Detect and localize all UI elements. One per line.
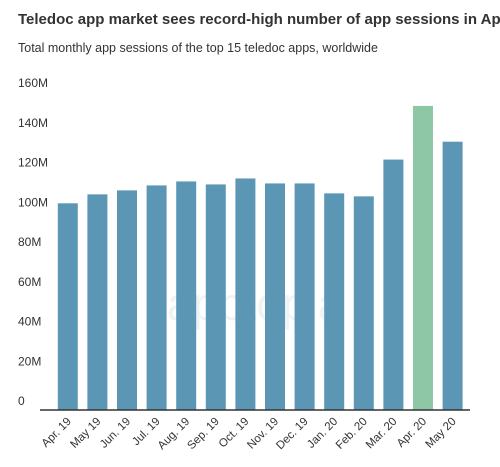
bar [265,183,285,410]
x-tick-label: Feb. 20 [334,416,370,452]
bar [205,184,226,410]
bar [294,183,315,410]
x-tick-label: May 20 [424,416,459,451]
bar [442,141,463,410]
y-tick-label: 140M [18,116,48,130]
bar [57,203,78,410]
x-tick-label: Dec. 19 [274,416,311,453]
y-tick-label: 80M [18,235,41,249]
y-tick-label: 60M [18,275,41,289]
y-tick-label: 120M [18,156,48,170]
y-tick-label: 100M [18,195,48,209]
bar [117,190,137,410]
x-tick-label: Sep. 19 [185,416,222,453]
x-tick-label: May 19 [68,416,103,451]
bar [413,105,433,410]
x-tick-label: Aug. 19 [156,416,193,453]
x-tick-label: Jun. 19 [98,416,133,451]
y-tick-label: 0 [18,394,25,408]
bar [87,194,108,410]
chart-title: Teledoc app market sees record-high numb… [18,11,500,28]
bar [353,196,374,410]
bar [235,178,256,410]
x-tick-label: Apr. 19 [40,416,74,450]
y-tick-label: 160M [18,76,48,90]
bar [383,159,404,410]
x-tick-label: Mar. 20 [364,416,400,452]
y-tick-label: 40M [18,315,41,329]
bar [146,185,167,410]
bar [176,181,197,410]
bar [324,193,345,410]
chart-subtitle: Total monthly app sessions of the top 15… [18,41,378,55]
x-tick-label: Apr. 20 [395,416,429,450]
y-tick-label: 20M [18,354,41,368]
